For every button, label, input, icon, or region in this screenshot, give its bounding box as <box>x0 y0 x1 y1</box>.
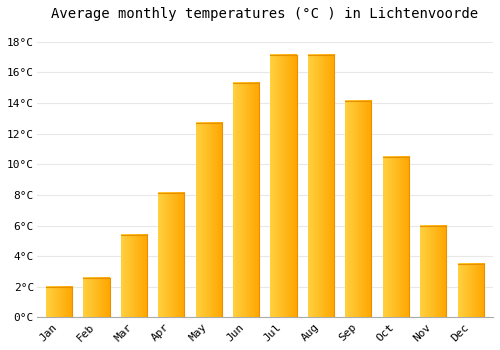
Bar <box>308 55 334 317</box>
Bar <box>196 123 222 317</box>
Bar <box>458 264 483 317</box>
Bar <box>121 235 147 317</box>
Bar <box>420 225 446 317</box>
Bar <box>233 83 260 317</box>
Bar <box>270 55 296 317</box>
Bar <box>382 156 409 317</box>
Bar <box>346 102 372 317</box>
Bar <box>84 278 110 317</box>
Bar <box>158 193 184 317</box>
Title: Average monthly temperatures (°C ) in Lichtenvoorde: Average monthly temperatures (°C ) in Li… <box>52 7 478 21</box>
Bar <box>46 287 72 317</box>
